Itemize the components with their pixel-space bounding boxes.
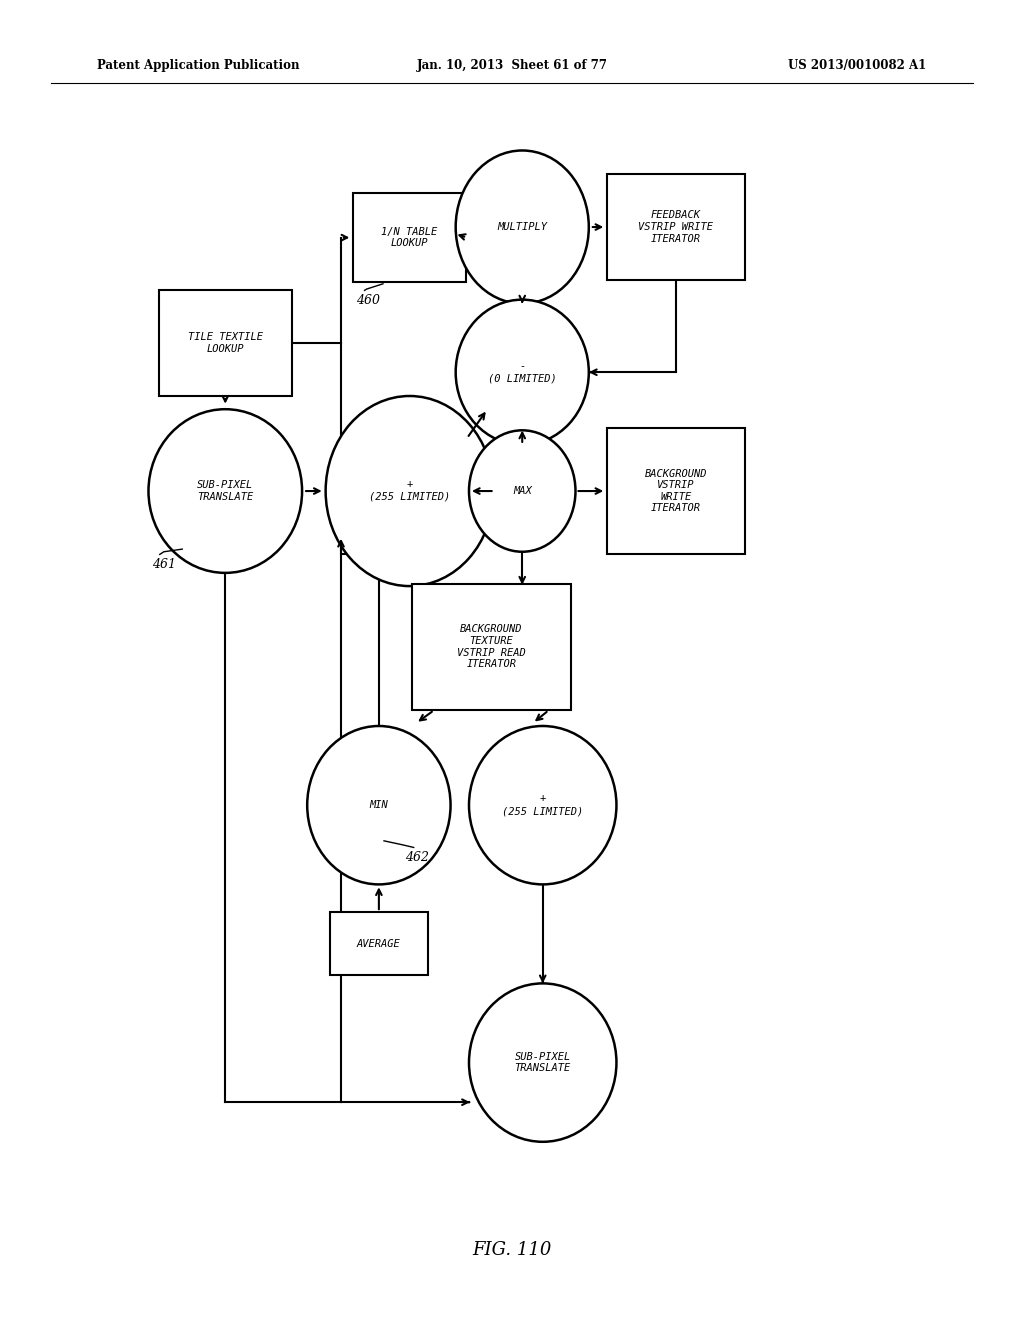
FancyBboxPatch shape [330, 912, 428, 975]
Ellipse shape [148, 409, 302, 573]
Ellipse shape [326, 396, 494, 586]
Text: FEEDBACK
VSTRIP WRITE
ITERATOR: FEEDBACK VSTRIP WRITE ITERATOR [638, 210, 714, 244]
Text: MAX: MAX [513, 486, 531, 496]
FancyBboxPatch shape [412, 583, 571, 710]
FancyBboxPatch shape [159, 290, 292, 396]
Ellipse shape [469, 983, 616, 1142]
Ellipse shape [456, 300, 589, 445]
Text: 461: 461 [152, 557, 175, 570]
Text: BACKGROUND
VSTRIP
WRITE
ITERATOR: BACKGROUND VSTRIP WRITE ITERATOR [644, 469, 708, 513]
Text: MULTIPLY: MULTIPLY [498, 222, 547, 232]
Text: FIG. 110: FIG. 110 [472, 1241, 552, 1259]
Text: +
(255 LIMITED): + (255 LIMITED) [369, 480, 451, 502]
Text: BACKGROUND
TEXTURE
VSTRIP READ
ITERATOR: BACKGROUND TEXTURE VSTRIP READ ITERATOR [457, 624, 526, 669]
Text: 460: 460 [356, 293, 380, 306]
FancyBboxPatch shape [353, 193, 466, 282]
FancyBboxPatch shape [606, 428, 745, 554]
Ellipse shape [456, 150, 589, 304]
Ellipse shape [307, 726, 451, 884]
Text: 1/N TABLE
LOOKUP: 1/N TABLE LOOKUP [382, 227, 437, 248]
Text: 462: 462 [406, 850, 429, 863]
Text: Jan. 10, 2013  Sheet 61 of 77: Jan. 10, 2013 Sheet 61 of 77 [417, 59, 607, 73]
Text: MIN: MIN [370, 800, 388, 810]
FancyBboxPatch shape [606, 174, 745, 280]
Text: AVERAGE: AVERAGE [357, 939, 400, 949]
Text: +
(255 LIMITED): + (255 LIMITED) [502, 795, 584, 816]
Text: -
(0 LIMITED): - (0 LIMITED) [487, 362, 557, 383]
Text: TILE TEXTILE
LOOKUP: TILE TEXTILE LOOKUP [187, 333, 263, 354]
Text: Patent Application Publication: Patent Application Publication [97, 59, 300, 73]
Text: SUB-PIXEL
TRANSLATE: SUB-PIXEL TRANSLATE [198, 480, 253, 502]
Ellipse shape [469, 430, 575, 552]
Text: US 2013/0010082 A1: US 2013/0010082 A1 [788, 59, 927, 73]
Ellipse shape [469, 726, 616, 884]
Text: SUB-PIXEL
TRANSLATE: SUB-PIXEL TRANSLATE [515, 1052, 570, 1073]
